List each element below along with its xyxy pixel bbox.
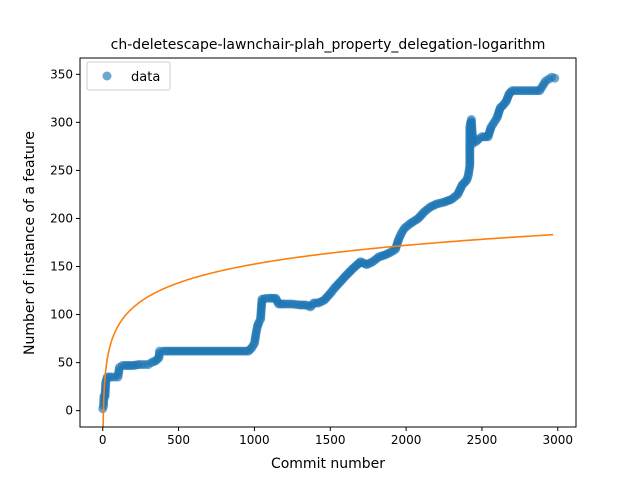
- axes-frame: [79, 57, 577, 428]
- y-tick-label: 350: [50, 67, 73, 81]
- fit-line: [102, 233, 554, 427]
- chart-title: ch-deletescape-lawnchair-plah_property_d…: [111, 37, 546, 53]
- x-tick-label: 1500: [315, 433, 346, 447]
- legend-label-data: data: [131, 70, 160, 85]
- plot-area: [79, 57, 577, 428]
- legend-marker-data: [102, 71, 112, 81]
- y-tick-label: 0: [65, 404, 73, 418]
- x-tick-label: 2500: [467, 433, 498, 447]
- y-axis-ticks: 0 50 100 150 200 250 300 350: [50, 67, 80, 418]
- legend-frame: [86, 61, 171, 91]
- y-axis-label: Number of instance of a feature: [22, 131, 38, 355]
- x-tick-label: 3000: [543, 433, 574, 447]
- x-axis-ticks: 0 500 1000 1500 2000 2500 3000: [99, 427, 573, 447]
- x-tick-label: 0: [99, 433, 107, 447]
- plot-marks: [98, 72, 560, 427]
- x-tick-label: 1000: [239, 433, 270, 447]
- x-axis-label: Commit number: [271, 456, 385, 472]
- y-tick-label: 100: [50, 308, 73, 322]
- y-tick-label: 50: [58, 356, 73, 370]
- x-tick-label: 2000: [391, 433, 422, 447]
- x-tick-label: 500: [167, 433, 190, 447]
- legend: data: [86, 61, 171, 91]
- y-tick-label: 300: [50, 115, 73, 129]
- y-tick-label: 200: [50, 211, 73, 225]
- y-tick-label: 150: [50, 260, 73, 274]
- data-point: [550, 73, 560, 83]
- y-tick-label: 250: [50, 163, 73, 177]
